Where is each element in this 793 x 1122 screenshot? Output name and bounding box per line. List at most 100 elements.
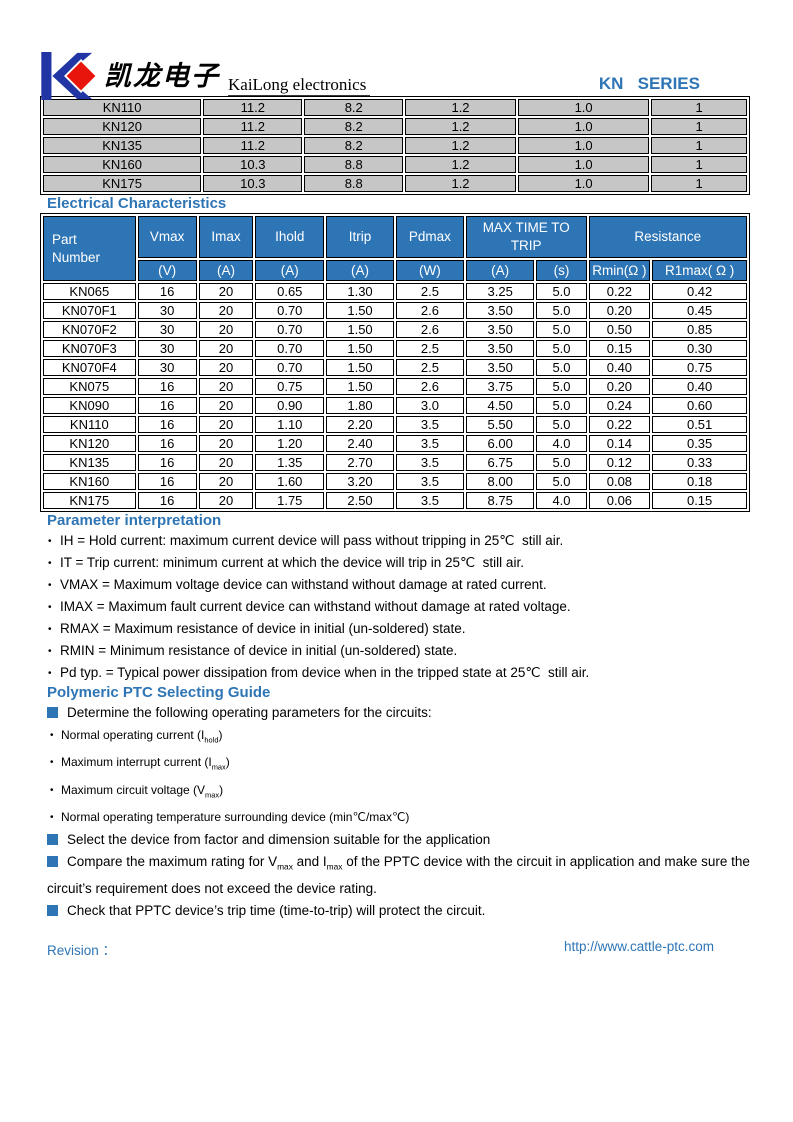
parameter-text: IMAX = Maximum fault current device can …	[60, 599, 571, 614]
table-cell: 0.40	[652, 378, 747, 395]
parameter-text: RMAX = Maximum resistance of device in i…	[60, 621, 466, 636]
parameter-item: • IMAX = Maximum fault current device can…	[40, 596, 750, 618]
table-cell: 1.2	[405, 118, 517, 135]
table-row: KN110 16 20 1.10 2.20 3.5 5.50 5.0 0.22 0.51	[43, 416, 747, 433]
dot-bullet-icon: •	[50, 784, 54, 796]
table-cell: 8.00	[465, 473, 535, 490]
table-cell: 2.70	[326, 454, 394, 471]
guide-text: Check that PPTC device’s trip time (time…	[67, 902, 486, 918]
units-row: (V) (A) (A) (A) (W) (A) (s) Rmin(Ω ) R1max( Ω )	[43, 260, 747, 281]
table-cell: KN110	[43, 99, 202, 116]
table-row: KN110 11.2 8.2 1.2 1.0 1	[43, 99, 747, 116]
table-cell: 0.70	[255, 359, 325, 376]
subscript-text: max	[211, 762, 226, 772]
table-cell: 0.06	[588, 492, 651, 509]
table-cell: 0.33	[652, 454, 747, 471]
table-cell: 16	[137, 473, 197, 490]
parameter-text: IH = Hold current: maximum current devic…	[60, 533, 564, 548]
dot-bullet-icon: •	[48, 668, 52, 679]
parameter-item: • IH = Hold current: maximum current devi…	[40, 530, 750, 552]
dot-bullet-icon: •	[48, 558, 52, 569]
dot-bullet-icon: •	[48, 536, 52, 547]
table-cell: KN160	[43, 473, 136, 490]
dot-bullet-icon: •	[48, 646, 52, 657]
dot-bullet-icon: •	[48, 624, 52, 635]
table-cell: 30	[137, 340, 197, 357]
table-cell: KN120	[43, 435, 136, 452]
table-cell: 5.0	[536, 378, 587, 395]
table-cell: 8.75	[465, 492, 535, 509]
guide-item: • Maximum interrupt current (Imax)	[40, 751, 750, 778]
table-cell: 20	[198, 340, 254, 357]
table-cell: 5.0	[536, 473, 587, 490]
table-cell: 20	[198, 435, 254, 452]
guide-title: Polymeric PTC Selecting Guide	[47, 684, 271, 701]
table-cell: 1.2	[405, 99, 517, 116]
parameter-item: • Pd typ. = Typical power dissipation fro…	[40, 662, 750, 684]
table-cell: 10.3	[203, 156, 303, 173]
unit-header-cell: (A)	[255, 260, 325, 281]
table-cell: 0.75	[255, 378, 325, 395]
square-bullet-icon	[47, 707, 58, 718]
table-cell: KN070F4	[43, 359, 136, 376]
guide-item: Compare the maximum rating for Vmax and …	[40, 851, 750, 900]
table-cell: 8.2	[304, 118, 403, 135]
table-cell: 1.0	[518, 137, 650, 154]
website-link[interactable]: http://www.cattle-ptc.com	[563, 938, 714, 954]
table-cell: 0.30	[652, 340, 747, 357]
table-row: KN070F3 30 20 0.70 1.50 2.5 3.50 5.0 0.15 0.30	[43, 340, 747, 357]
table-cell: 5.0	[536, 302, 587, 319]
parameter-item: • RMAX = Maximum resistance of device in …	[40, 618, 750, 640]
unit-header-cell: (s)	[536, 260, 587, 281]
table-cell: 0.70	[255, 302, 325, 319]
table-cell: 1.75	[255, 492, 325, 509]
table-cell: 20	[198, 359, 254, 376]
table-cell: 20	[198, 378, 254, 395]
parameter-item: • IT = Trip current: minimum current at w…	[40, 552, 750, 574]
table-row: KN070F1 30 20 0.70 1.50 2.6 3.50 5.0 0.20 0.45	[43, 302, 747, 319]
table-cell: 1.20	[255, 435, 325, 452]
unit-header-cell: (A)	[326, 260, 394, 281]
table-row: KN070F4 30 20 0.70 1.50 2.5 3.50 5.0 0.40 0.75	[43, 359, 747, 376]
guide-text: )	[225, 755, 230, 770]
guide-text: )	[218, 728, 223, 742]
table-cell: 11.2	[203, 137, 303, 154]
table-cell: 0.70	[255, 321, 325, 338]
electrical-table: Part Number Vmax Imax Ihold Itrip Pdmax …	[40, 213, 750, 512]
parameter-text: IT = Trip current: minimum current at wh…	[60, 555, 524, 570]
table-cell: 2.40	[326, 435, 394, 452]
table-cell: 5.0	[536, 283, 587, 300]
table-cell: 2.5	[395, 340, 464, 357]
table-row: KN175 16 20 1.75 2.50 3.5 8.75 4.0 0.06 0.15	[43, 492, 747, 509]
guide-text: )	[219, 782, 224, 797]
table-row: KN160 10.3 8.8 1.2 1.0 1	[43, 156, 747, 173]
table-cell: 0.35	[652, 435, 747, 452]
table-cell: 0.18	[652, 473, 747, 490]
table-cell: 16	[137, 454, 197, 471]
table-cell: 1.30	[326, 283, 394, 300]
unit-header-cell: (V)	[137, 260, 197, 281]
dot-bullet-icon: •	[48, 602, 52, 613]
subscript-text: max	[205, 790, 220, 800]
table-cell: 1	[651, 137, 747, 154]
table-cell: 5.0	[536, 454, 587, 471]
table-cell: 11.2	[203, 118, 303, 135]
table-cell: KN090	[43, 397, 136, 414]
dot-bullet-icon: •	[50, 757, 54, 769]
table-cell: 1.0	[518, 175, 650, 192]
guide-item: Determine the following operating parame…	[40, 702, 750, 724]
table-cell: KN110	[43, 416, 136, 433]
table-row: KN090 16 20 0.90 1.80 3.0 4.50 5.0 0.24 0.60	[43, 397, 747, 414]
guide-text: Maximum circuit voltage (V	[61, 782, 206, 797]
logo-chinese-text: 凯龙电子	[104, 61, 220, 92]
table-row: KN075 16 20 0.75 1.50 2.6 3.75 5.0 0.20 0.40	[43, 378, 747, 395]
table-cell: KN070F2	[43, 321, 136, 338]
table-cell: KN075	[43, 378, 136, 395]
col-maxtime-header: MAX TIME TO TRIP	[465, 216, 587, 258]
table-cell: 2.6	[395, 378, 464, 395]
table-row: KN120 16 20 1.20 2.40 3.5 6.00 4.0 0.14 0.35	[43, 435, 747, 452]
parameter-item: • VMAX = Maximum voltage device can withs…	[40, 574, 750, 596]
col-part-header: Part Number	[43, 216, 136, 281]
table-row: KN135 11.2 8.2 1.2 1.0 1	[43, 137, 747, 154]
table-cell: 1.0	[518, 99, 650, 116]
